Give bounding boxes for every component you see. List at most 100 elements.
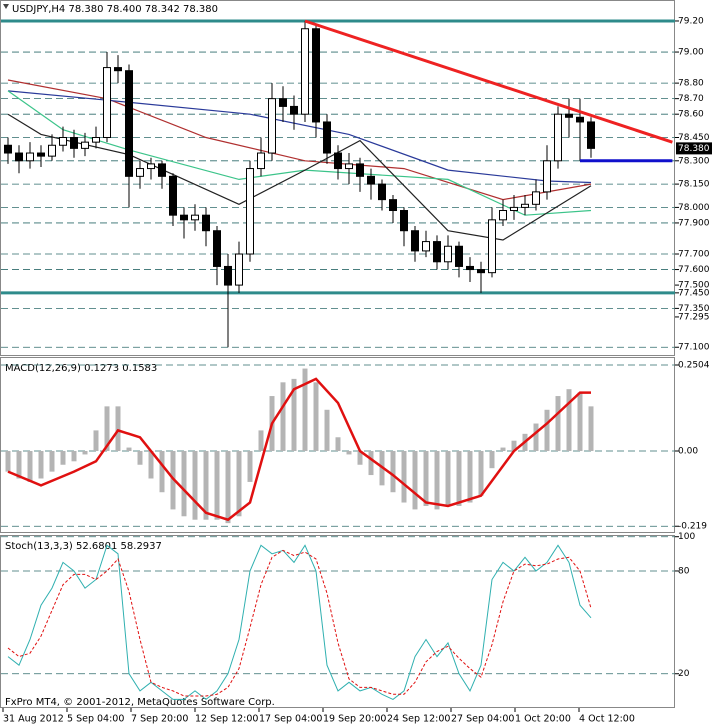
- macd-bar: [247, 451, 253, 482]
- y-tick-label: 20: [678, 669, 690, 679]
- y-tick-label: 78.450: [678, 133, 710, 143]
- macd-bar: [357, 451, 363, 465]
- candle-body: [378, 183, 386, 201]
- macd-bar: [258, 430, 264, 452]
- candle-body: [26, 152, 34, 162]
- candle-body: [466, 265, 474, 271]
- candle-body: [70, 136, 78, 149]
- y-tick-label: 77.600: [678, 265, 710, 275]
- x-tick-label: 1 Oct 20:00: [515, 714, 571, 725]
- x-tick-label: 19 Sep 20:00: [323, 714, 386, 725]
- footer: FxPro MT4, © 2001-2012, MetaQuotes Softw…: [5, 697, 275, 708]
- candle-body: [125, 70, 133, 177]
- macd-bar: [390, 451, 396, 493]
- candle-body: [4, 144, 12, 154]
- macd-bar: [423, 451, 429, 506]
- macd-bar: [93, 430, 99, 452]
- candle-body: [433, 241, 441, 263]
- stoch-title: Stoch(13,3,3) 52.6801 58.2937: [5, 541, 162, 552]
- candle-body: [312, 28, 320, 123]
- macd-bar: [511, 440, 517, 452]
- macd-bar: [203, 451, 209, 520]
- macd-bar: [115, 406, 121, 452]
- candle-body: [279, 98, 287, 107]
- candle-body: [48, 144, 56, 157]
- candle-body: [521, 203, 529, 208]
- macd-bar: [5, 451, 11, 472]
- y-tick-label: 100: [678, 532, 695, 542]
- macd-bar: [148, 451, 154, 479]
- macd-bar: [302, 368, 308, 452]
- macd-bar: [192, 451, 198, 520]
- macd-bar: [126, 447, 132, 452]
- candle-body: [367, 175, 375, 185]
- stoch-main: [7, 544, 592, 701]
- candle-body: [543, 160, 551, 193]
- macd-bar: [82, 451, 88, 455]
- x-tick-label: 24 Sep 12:00: [387, 714, 450, 725]
- candle-body: [180, 214, 188, 221]
- x-tick-label: 31 Aug 2012: [3, 714, 64, 725]
- candle-body: [268, 98, 276, 154]
- macd-bar: [478, 451, 484, 496]
- macd-bar: [577, 392, 583, 452]
- macd-bar: [544, 409, 550, 452]
- macd-bar: [346, 451, 352, 455]
- y-tick-label: 78.80: [678, 79, 704, 89]
- candle-body: [81, 141, 89, 149]
- candle-body: [103, 67, 111, 138]
- candle-body: [389, 199, 397, 212]
- macd-bar: [500, 447, 506, 452]
- macd-bar: [38, 451, 44, 479]
- last-price-label: 78.380: [678, 144, 710, 154]
- candle-body: [444, 245, 452, 263]
- candle-body: [59, 136, 67, 146]
- y-tick-label: 77.100: [678, 343, 710, 353]
- candle-body: [202, 214, 210, 232]
- y-tick-label: 78.000: [678, 203, 710, 213]
- y-tick-label: 77.295: [678, 312, 710, 322]
- y-tick-label: 77.500: [678, 281, 710, 291]
- y-tick-label: 78.70: [678, 94, 704, 104]
- x-tick-label: 7 Sep 20:00: [131, 714, 188, 725]
- macd-bar: [280, 382, 286, 452]
- y-tick-label: 79.00: [678, 48, 704, 58]
- y-tick-label: 78.150: [678, 180, 710, 190]
- macd-bar: [60, 451, 66, 465]
- candle-body: [136, 168, 144, 177]
- candle-body: [356, 163, 364, 177]
- macd-bar: [214, 451, 220, 520]
- candle-body: [290, 105, 298, 115]
- macd-bar: [49, 451, 55, 472]
- macd-bar: [456, 451, 462, 506]
- y-tick-label: 0.00: [678, 447, 698, 457]
- macd-bar: [445, 451, 451, 506]
- candle-body: [158, 163, 166, 177]
- macd-bar: [225, 451, 231, 524]
- macd-bar: [181, 451, 187, 517]
- candle-body: [114, 67, 122, 72]
- macd-bar: [324, 409, 330, 452]
- macd-bar: [335, 437, 341, 452]
- x-tick-label: 12 Sep 12:00: [195, 714, 258, 725]
- macd-bar: [159, 451, 165, 493]
- candle-body: [576, 116, 584, 123]
- macd-bar: [401, 451, 407, 503]
- macd-bar: [104, 406, 110, 452]
- candle-body: [92, 136, 100, 143]
- last-price-box: [676, 142, 712, 155]
- candle-body: [345, 163, 353, 170]
- candle-body: [213, 230, 221, 267]
- price-title: USDJPY,H4 78.380 78.400 78.342 78.380: [12, 4, 218, 15]
- macd-bar: [588, 406, 594, 452]
- candle-body: [587, 121, 595, 149]
- candle-body: [400, 210, 408, 232]
- macd-bar: [27, 451, 33, 482]
- y-tick-label: 0.2504: [678, 361, 710, 371]
- candle-body: [565, 113, 573, 118]
- macd-bar: [368, 451, 374, 476]
- candle-body: [257, 152, 265, 170]
- candle-body: [411, 230, 419, 252]
- candle-body: [323, 121, 331, 154]
- y-tick-label: 78.60: [678, 110, 704, 120]
